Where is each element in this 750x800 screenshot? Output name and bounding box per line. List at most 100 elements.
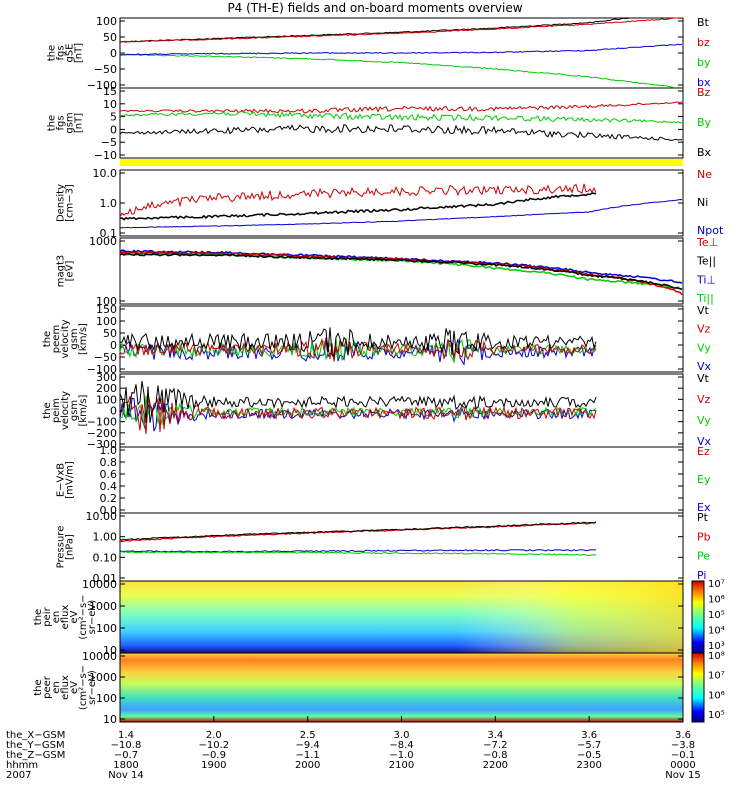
ephemeris-value: −0.7 bbox=[114, 750, 138, 761]
trace-by bbox=[119, 53, 683, 89]
y-tick-label: 1000 bbox=[89, 600, 117, 613]
y-axis-label: fgs bbox=[56, 45, 67, 60]
trace-bx bbox=[119, 43, 683, 56]
y-axis-label: peem bbox=[51, 325, 62, 353]
legend-Vy: Vy bbox=[697, 414, 711, 427]
y-axis-label: the bbox=[47, 115, 58, 131]
ion-spectrogram-overlay bbox=[120, 581, 683, 653]
legend-Te⊥: Te⊥ bbox=[696, 236, 718, 249]
colorbar-tick-label: 10⁵ bbox=[708, 710, 725, 721]
y-tick-label: 0.0 bbox=[100, 504, 118, 517]
panel-frame bbox=[119, 305, 684, 373]
y-axis-label: gsm bbox=[69, 400, 80, 421]
panel-temperature: 1000 100 magt3[eV] Te⊥ Te|| Ti⊥ Ti|| bbox=[56, 235, 719, 308]
legend-Vz: Vz bbox=[697, 323, 711, 336]
quality-flag-bar bbox=[120, 159, 683, 166]
panel-pressure: 10.00 1.00 0.10 0.01 Pressure[nPa] Pt Pb Pe Pi bbox=[56, 510, 711, 585]
legend-Ne: Ne bbox=[697, 168, 712, 181]
y-axis-label: gsm bbox=[69, 328, 80, 349]
y-tick-label: 100 bbox=[96, 692, 117, 705]
legend-Npot: Npot bbox=[697, 224, 724, 237]
y-axis-label: [km/s] bbox=[78, 394, 89, 426]
colorbar-tick-label: 10⁷ bbox=[708, 579, 725, 590]
trace-i-Vx bbox=[119, 397, 597, 432]
legend-Vt: Vt bbox=[697, 304, 710, 317]
legend-By: By bbox=[697, 116, 712, 129]
colorbar-tick-label: 10⁵ bbox=[708, 610, 725, 621]
y-tick-label: 0 bbox=[110, 47, 117, 60]
ephemeris-value: −1.0 bbox=[389, 750, 413, 761]
y-axis-label: [mV/m] bbox=[65, 461, 76, 499]
y-tick-label: 1.00 bbox=[93, 531, 118, 544]
trace-Pi bbox=[119, 549, 597, 553]
legend-Vt: Vt bbox=[697, 372, 710, 385]
ephemeris-value: 2.0 bbox=[206, 730, 222, 741]
trace-Ne bbox=[119, 183, 597, 217]
y-axis-label: eflux bbox=[60, 605, 71, 630]
y-tick-label: 10000 bbox=[82, 650, 117, 663]
y-tick-label: 100 bbox=[96, 315, 117, 328]
trace-e-Vt bbox=[119, 327, 597, 358]
colorbar-tick-label: 10⁶ bbox=[708, 595, 725, 606]
y-axis-label: Pressure bbox=[56, 526, 67, 569]
legend-Ey: Ey bbox=[697, 473, 711, 486]
ephemeris-row-label: the_Z−GSM bbox=[6, 750, 65, 761]
legend-Ni: Ni bbox=[697, 196, 708, 209]
colorbar-tick-label: 10⁸ bbox=[708, 651, 725, 662]
ephemeris-value: 2300 bbox=[576, 760, 601, 771]
y-tick-label: 100 bbox=[96, 295, 117, 308]
legend-Vx: Vx bbox=[697, 360, 712, 373]
y-axis-label: peer bbox=[42, 675, 53, 699]
y-tick-label: 10 bbox=[103, 644, 117, 657]
y-axis-label: the bbox=[42, 331, 53, 347]
trace-Bx bbox=[119, 123, 683, 141]
y-axis-label: [cm−3] bbox=[65, 184, 76, 222]
ephemeris-value: 3.4 bbox=[487, 730, 503, 741]
y-tick-label: 15 bbox=[103, 85, 117, 98]
legend-Ti⊥: Ti⊥ bbox=[696, 273, 716, 286]
legend-Pe: Pe bbox=[697, 550, 710, 563]
y-tick-label: −10 bbox=[94, 149, 117, 162]
legend-Bz: Bz bbox=[697, 86, 711, 99]
y-tick-label: 100 bbox=[96, 622, 117, 635]
y-tick-label: 50 bbox=[103, 327, 117, 340]
trace-Ni bbox=[119, 192, 597, 221]
y-tick-label: 10.00 bbox=[86, 510, 118, 523]
y-tick-label: 1000 bbox=[89, 671, 117, 684]
y-axis-label: eflux bbox=[60, 675, 71, 700]
ephemeris-value: 2200 bbox=[483, 760, 508, 771]
y-axis-label: fgs bbox=[56, 115, 67, 130]
y-tick-label: 0.01 bbox=[93, 572, 118, 585]
y-tick-label: 100 bbox=[96, 15, 117, 28]
y-tick-label: 0.10 bbox=[93, 551, 118, 564]
panel-frame bbox=[119, 87, 684, 159]
y-axis-label: magt3 bbox=[56, 255, 67, 288]
y-tick-label: 0.6 bbox=[100, 468, 118, 481]
y-axis-label: peim bbox=[51, 398, 62, 423]
trace-Pe bbox=[119, 551, 597, 557]
y-tick-label: 10 bbox=[103, 98, 117, 111]
colorbar-tick-label: 10⁶ bbox=[708, 690, 725, 701]
y-axis-label: [nT] bbox=[74, 43, 85, 63]
y-axis-label: velocity bbox=[60, 391, 71, 430]
y-tick-label: −50 bbox=[94, 63, 117, 76]
ephemeris-value: −10.8 bbox=[111, 740, 142, 751]
y-tick-label: 1000 bbox=[89, 235, 117, 248]
colorbar-tick-label: 10⁷ bbox=[708, 671, 725, 682]
y-axis-label: (cm²−s− bbox=[78, 665, 89, 710]
trace-e-Vx bbox=[119, 338, 597, 366]
ephemeris-value: 1800 bbox=[113, 760, 138, 771]
legend-Bx: Bx bbox=[697, 146, 712, 159]
y-axis-label: Density bbox=[56, 184, 67, 222]
legend-Vy: Vy bbox=[697, 341, 711, 354]
legend-Ez: Ez bbox=[697, 445, 710, 458]
colorbar-tick-label: 10³ bbox=[708, 641, 725, 652]
legend-bx: bx bbox=[697, 76, 711, 89]
ephemeris-value: 1900 bbox=[201, 760, 226, 771]
ephemeris-value: Nov 15 bbox=[665, 770, 700, 781]
colorbar bbox=[691, 652, 705, 723]
